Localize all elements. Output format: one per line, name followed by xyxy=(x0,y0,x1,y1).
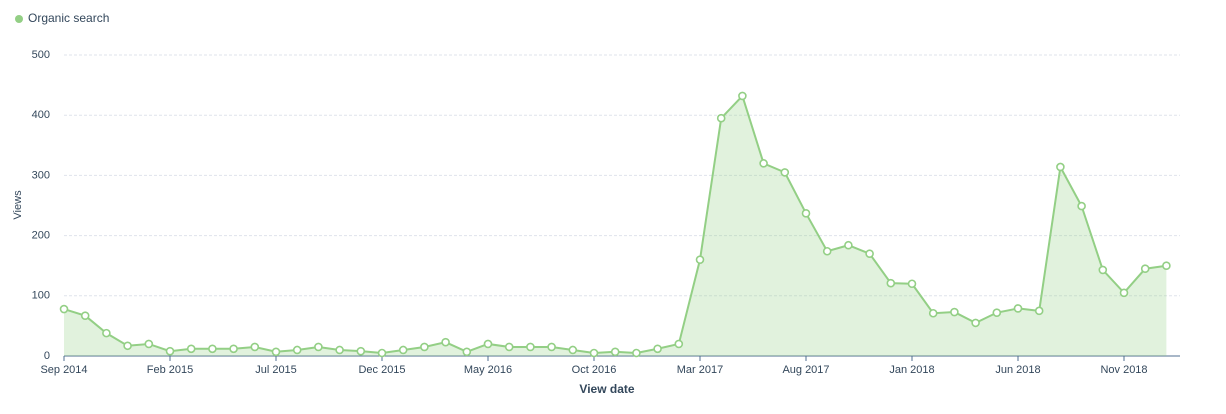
point xyxy=(462,347,472,357)
x-tick-label: Jul 2015 xyxy=(255,364,297,376)
point xyxy=(356,346,366,356)
point xyxy=(59,304,69,314)
legend-marker xyxy=(15,15,23,23)
point xyxy=(102,328,111,338)
point xyxy=(928,308,938,318)
y-tick-label: 100 xyxy=(32,290,50,302)
y-tick-label: 0 xyxy=(44,350,50,362)
point xyxy=(695,255,705,264)
point xyxy=(801,209,811,218)
point xyxy=(250,342,260,352)
y-tick-label: 200 xyxy=(32,230,50,242)
point xyxy=(292,345,302,355)
point xyxy=(1119,288,1129,298)
point xyxy=(822,246,832,256)
point xyxy=(950,307,959,317)
point xyxy=(483,339,493,349)
point xyxy=(780,168,790,177)
y-tick-label: 500 xyxy=(32,49,50,61)
point xyxy=(229,344,238,354)
point xyxy=(759,159,768,168)
point xyxy=(1162,261,1171,271)
point xyxy=(844,240,853,250)
x-tick-label: May 2016 xyxy=(464,364,512,376)
point xyxy=(568,345,578,355)
point xyxy=(420,342,429,352)
point xyxy=(992,308,1002,317)
point xyxy=(80,311,90,320)
point xyxy=(271,347,281,357)
point xyxy=(377,348,387,358)
point xyxy=(547,342,556,352)
point xyxy=(441,337,450,347)
y-axis-label: Views xyxy=(12,190,24,220)
point xyxy=(738,91,747,101)
point xyxy=(1098,265,1108,275)
point xyxy=(971,318,980,328)
x-tick-label: Dec 2015 xyxy=(358,364,405,376)
x-tick-label: Aug 2017 xyxy=(782,364,829,376)
y-tick-label: 400 xyxy=(32,109,50,121)
point xyxy=(907,279,917,289)
point xyxy=(674,339,684,349)
point xyxy=(1077,201,1086,211)
point xyxy=(632,348,641,358)
point xyxy=(1034,306,1044,316)
point xyxy=(610,347,620,357)
point xyxy=(886,278,896,288)
x-tick-label: Feb 2015 xyxy=(147,364,193,376)
point xyxy=(1056,162,1065,172)
point xyxy=(504,342,514,352)
point xyxy=(653,344,662,354)
x-tick-label: Sep 2014 xyxy=(40,364,87,376)
y-tick-label: 300 xyxy=(32,169,50,181)
point xyxy=(144,339,154,349)
point xyxy=(398,345,408,355)
x-axis-label: View date xyxy=(579,382,634,396)
x-tick-label: Mar 2017 xyxy=(677,364,723,376)
point xyxy=(208,344,217,354)
legend-label: Organic search xyxy=(28,11,109,25)
point xyxy=(1140,264,1150,274)
x-tick-label: Oct 2016 xyxy=(572,364,617,376)
x-tick-label: Jun 2018 xyxy=(995,364,1040,376)
point xyxy=(865,249,874,258)
point xyxy=(335,345,344,355)
point xyxy=(589,348,599,358)
area xyxy=(64,95,1167,356)
x-tick-label: Nov 2018 xyxy=(1100,364,1147,376)
point xyxy=(716,113,726,123)
point xyxy=(186,344,196,354)
point xyxy=(123,341,132,351)
point xyxy=(526,342,535,352)
point xyxy=(1013,304,1023,313)
point xyxy=(314,342,323,352)
point xyxy=(165,346,175,356)
x-tick-label: Jan 2018 xyxy=(889,364,934,376)
